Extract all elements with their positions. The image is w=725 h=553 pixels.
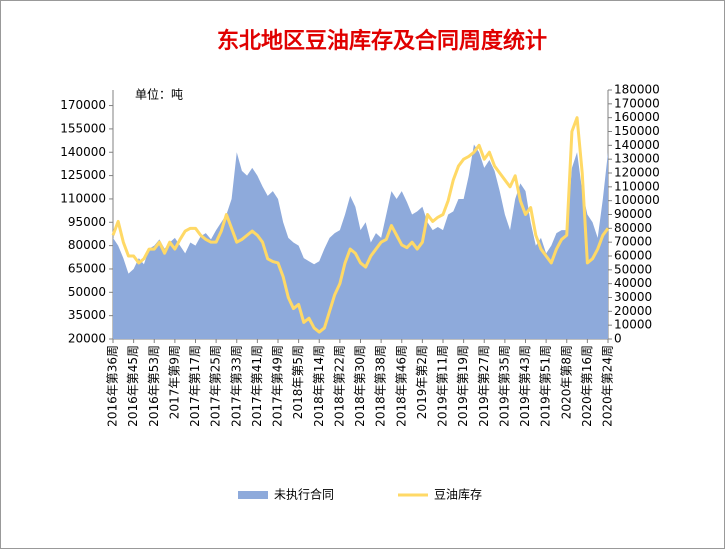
y-tick-label: 170000 [60,98,106,112]
x-tick-label: 2017年第33周 [229,345,243,427]
y-tick-label: 65000 [68,261,106,275]
legend-label: 豆油库存 [434,487,482,502]
y-tick-label: 125000 [60,168,106,182]
x-tick-label: 2018年第14周 [312,345,326,427]
y2-tick-label: 110000 [614,179,660,193]
legend-label: 未执行合同 [274,487,334,502]
y2-tick-label: 180000 [614,83,660,97]
y2-tick-label: 0 [614,332,622,346]
x-tick-label: 2018年第5周 [291,345,305,419]
y2-tick-label: 10000 [614,318,652,332]
x-tick-label: 2019年第35周 [497,345,511,427]
chart-title: 东北地区豆油库存及合同周度统计 [217,28,547,54]
x-tick-label: 2016年第45周 [126,345,140,427]
y-tick-label: 140000 [60,145,106,159]
y2-tick-label: 100000 [614,193,660,207]
x-tick-label: 2018年第46周 [394,345,408,427]
x-tick-label: 2019年第19周 [456,345,470,427]
y2-tick-label: 90000 [614,207,652,221]
y2-tick-label: 80000 [614,221,652,235]
x-tick-label: 2020年第16周 [580,345,594,427]
y2-tick-label: 130000 [614,152,660,166]
y2-tick-label: 50000 [614,262,652,276]
x-tick-label: 2017年第49周 [271,345,285,427]
y2-tick-label: 170000 [614,96,660,110]
y2-tick-label: 150000 [614,124,660,138]
x-tick-label: 2019年第2周 [415,345,429,419]
y-tick-label: 95000 [68,215,106,229]
y-tick-label: 50000 [68,285,106,299]
y2-tick-label: 20000 [614,304,652,318]
y2-tick-label: 160000 [614,110,660,124]
x-tick-label: 2017年第41周 [250,345,264,427]
x-tick-label: 2019年第11周 [436,345,450,427]
x-tick-label: 2016年第36周 [106,345,120,427]
line [111,116,610,334]
y-tick-label: 20000 [68,332,106,346]
y-tick-label: 110000 [60,191,106,205]
area [113,144,608,339]
y-tick-label: 35000 [68,308,106,322]
y2-tick-label: 140000 [614,138,660,152]
y2-tick-label: 60000 [614,249,652,263]
x-tick-label: 2019年第51周 [539,345,553,427]
y-tick-label: 80000 [68,238,106,252]
y2-tick-label: 70000 [614,235,652,249]
x-tick-label: 2017年第25周 [209,345,223,427]
y-tick-label: 155000 [60,121,106,135]
x-tick-label: 2019年第43周 [518,345,532,427]
y2-tick-label: 120000 [614,166,660,180]
x-tick-label: 2018年第38周 [374,345,388,427]
x-tick-label: 2017年第17周 [188,345,202,427]
x-tick-label: 2017年第9周 [167,345,181,419]
y2-tick-label: 30000 [614,290,652,304]
x-tick-label: 2020年第8周 [559,345,573,419]
x-tick-label: 2020年第24周 [601,345,615,427]
y2-tick-label: 40000 [614,276,652,290]
x-tick-label: 2018年第22周 [332,345,346,427]
legend-swatch [238,491,268,499]
unit-label: 单位：吨 [135,87,183,102]
x-tick-label: 2019年第27周 [477,345,491,427]
x-tick-label: 2016年第53周 [147,345,161,427]
x-tick-label: 2018年第30周 [353,345,367,427]
